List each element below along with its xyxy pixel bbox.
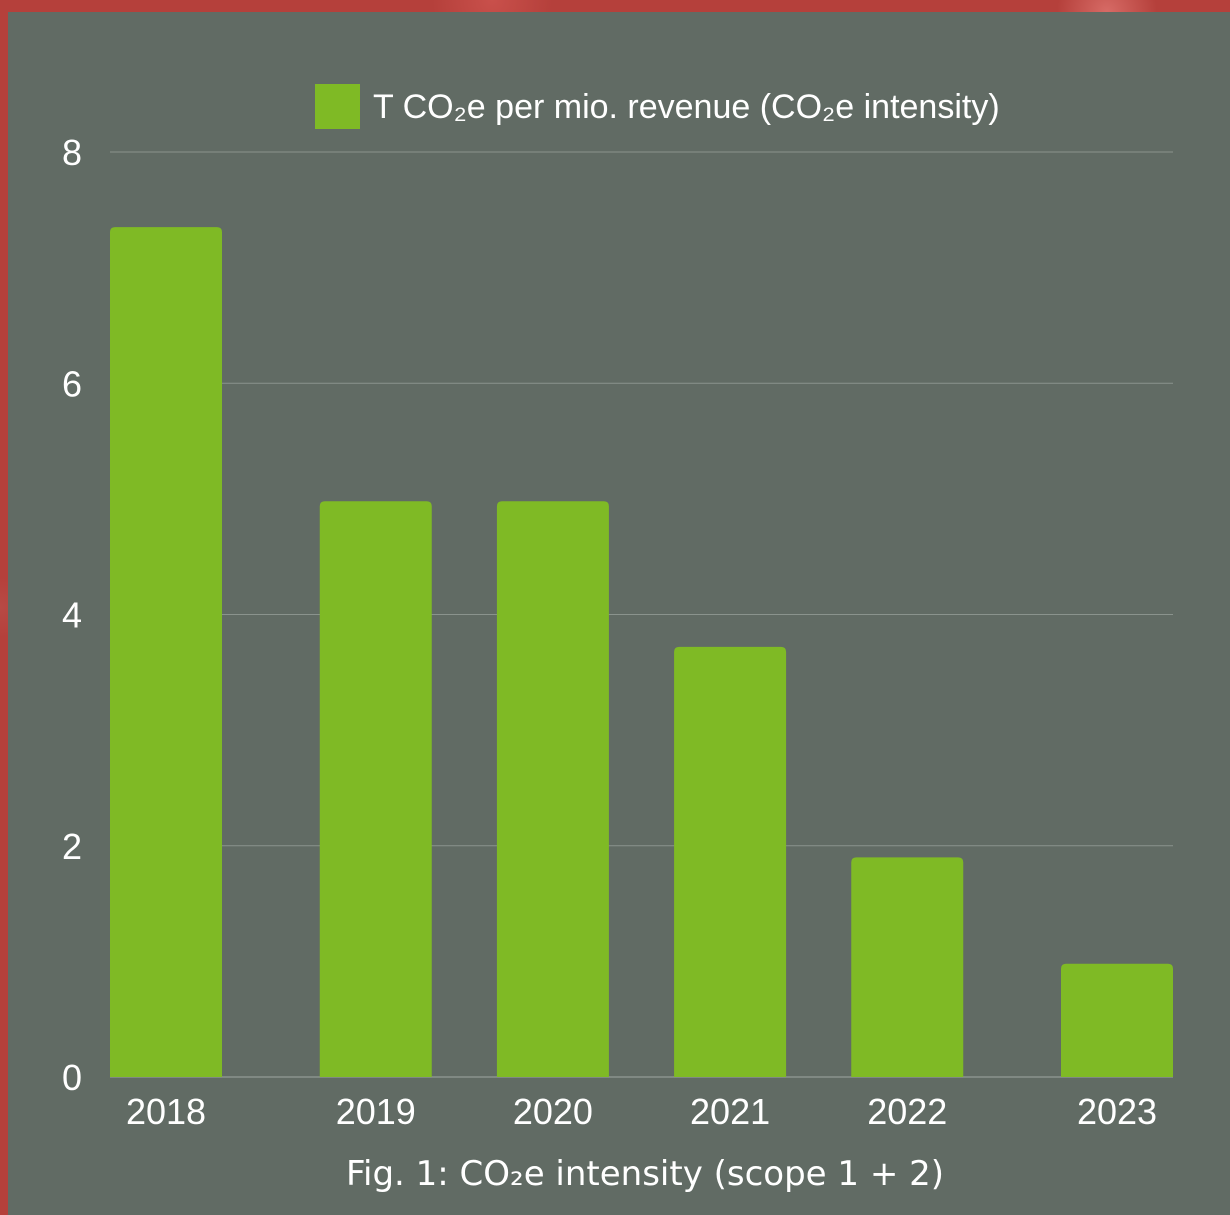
x-tick-label: 2021 xyxy=(690,1091,770,1132)
bar-2019 xyxy=(319,501,432,1077)
y-tick-label: 0 xyxy=(62,1057,82,1098)
y-tick-label: 2 xyxy=(62,826,82,867)
x-tick-label: 2022 xyxy=(867,1091,947,1132)
x-axis: 2018 2019 2020 2021 2022 2023 xyxy=(126,1091,1157,1132)
x-tick-label: 2018 xyxy=(126,1091,206,1132)
bar-2018 xyxy=(110,227,222,1077)
figure-caption: Fig. 1: CO₂e intensity (scope 1 + 2) xyxy=(346,1154,944,1194)
gridlines xyxy=(110,151,1173,1078)
bar-2020 xyxy=(496,501,609,1077)
x-tick-label: 2019 xyxy=(336,1091,416,1132)
y-tick-label: 8 xyxy=(62,132,82,173)
bar-2022 xyxy=(851,857,964,1077)
legend: T CO₂e per mio. revenue (CO₂e intensity) xyxy=(315,84,1000,129)
x-tick-label: 2023 xyxy=(1077,1091,1157,1132)
y-tick-label: 6 xyxy=(62,363,82,404)
legend-swatch xyxy=(315,84,360,129)
x-tick-label: 2020 xyxy=(513,1091,593,1132)
y-axis: 0 2 4 6 8 xyxy=(62,132,82,1098)
bar-2023 xyxy=(1061,963,1173,1077)
y-tick-label: 4 xyxy=(62,595,82,636)
bars xyxy=(110,227,1173,1077)
legend-label: T CO₂e per mio. revenue (CO₂e intensity) xyxy=(373,88,1000,126)
bar-2021 xyxy=(674,646,787,1077)
